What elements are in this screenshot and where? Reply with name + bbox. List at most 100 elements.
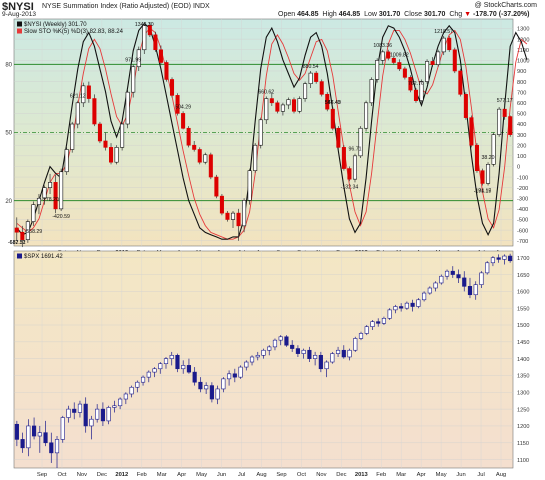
candle-body: [59, 171, 64, 210]
candle-body: [404, 302, 409, 309]
candle-body: [31, 204, 36, 222]
annotation-label: -687.32: [8, 240, 26, 246]
candle-body: [391, 57, 396, 63]
candle-body: [49, 442, 54, 454]
annotation-label: -558.29: [25, 229, 43, 235]
y-tick-label: 1300: [517, 27, 529, 33]
candle-body: [496, 257, 501, 260]
candle-body: [186, 365, 192, 373]
candle-body: [60, 417, 65, 440]
candle-body: [291, 99, 297, 112]
annotation-label: 38.20: [482, 155, 495, 161]
candle-body: [175, 354, 180, 370]
low-label: Low: [364, 11, 377, 18]
candle-body: [267, 346, 272, 351]
candle-body: [335, 349, 341, 354]
candle-body: [53, 182, 58, 210]
x-tick-label: Jul: [477, 472, 484, 478]
candle-body: [347, 349, 352, 358]
candle-body: [463, 94, 468, 118]
stockcharts-credit[interactable]: @ StockCharts.com: [474, 2, 537, 9]
candle-body: [456, 274, 461, 279]
candle-body: [473, 284, 478, 296]
candle-body: [272, 339, 278, 348]
y-tick-label: -700: [517, 239, 528, 245]
low-value: 301.70: [378, 11, 401, 18]
candle-body: [135, 381, 140, 388]
candle-body: [408, 77, 413, 91]
y-tick-label: 200: [517, 143, 526, 149]
candle-body: [452, 49, 457, 72]
candle-body: [64, 149, 69, 173]
annotation-label: 1009.82: [390, 52, 409, 58]
candle-body: [158, 49, 163, 63]
symbol-description: NYSE Summation Index (Ratio Adjusted) (E…: [42, 3, 210, 10]
candle-body: [381, 317, 387, 324]
candle-body: [14, 227, 19, 233]
x-tick-label: Nov: [316, 472, 326, 478]
y-tick-label: 1500: [517, 323, 529, 329]
candle-body: [242, 200, 247, 227]
y-tick-label: 600: [517, 101, 526, 107]
candle-body: [308, 72, 313, 85]
candle-body: [370, 321, 375, 327]
annotation-label: -191.15: [474, 189, 492, 195]
y-tick-label: 700: [517, 90, 526, 96]
candle-body: [131, 66, 136, 93]
candle-body: [109, 147, 114, 163]
candle-body: [244, 361, 249, 368]
candle-body: [36, 197, 41, 205]
annotation-label: -278.20: [41, 197, 59, 203]
candle-body: [387, 309, 392, 319]
candle-body: [255, 354, 260, 358]
close-value: 301.70: [424, 11, 446, 18]
candle-body: [106, 407, 111, 422]
annotation-label: 1343.30: [135, 22, 154, 28]
candle-body: [502, 108, 507, 117]
candle-body: [72, 408, 77, 413]
chg-down-icon: ▼: [464, 11, 472, 18]
candle-body: [125, 91, 130, 125]
annotation-label: -420.59: [52, 214, 70, 220]
candle-body: [269, 98, 274, 104]
annotation-label: 577.17: [497, 98, 513, 104]
candle-body: [175, 95, 180, 114]
candle-body: [479, 272, 484, 285]
candle-body: [286, 99, 291, 106]
candle-body: [203, 154, 208, 163]
candle-body: [419, 81, 424, 101]
candle-body: [103, 140, 108, 148]
stoch-level-label: 20: [5, 199, 12, 205]
candle-body: [214, 176, 219, 197]
candle-body: [261, 349, 266, 356]
candle-body: [386, 51, 391, 59]
legend-swatch: [17, 253, 22, 259]
legend-swatch: [17, 21, 22, 27]
candle-body: [142, 25, 147, 51]
stoch-level-label: 50: [5, 131, 12, 137]
open-label: Open: [278, 11, 296, 18]
x-tick-label: Apr: [177, 472, 186, 478]
candle-body: [209, 385, 214, 400]
candle-body: [100, 408, 105, 422]
candle-body: [54, 439, 60, 454]
candle-body: [37, 432, 42, 437]
candle-body: [347, 168, 352, 180]
candle-body: [153, 34, 158, 51]
candle-body: [313, 354, 318, 359]
y-tick-label: 1400: [517, 357, 529, 363]
y-tick-label: 1200: [517, 37, 529, 43]
candle-body: [83, 403, 88, 427]
annotation-label: 1218.57: [434, 29, 453, 35]
annotation-label: 96.71: [348, 147, 361, 153]
candle-body: [70, 123, 75, 150]
candle-body: [20, 439, 25, 449]
candle-body: [238, 366, 243, 378]
chart-header: $NYSI NYSE Summation Index (Ratio Adjust…: [0, 0, 545, 18]
candle-body: [441, 37, 446, 53]
candle-body: [25, 221, 30, 240]
candle-body: [197, 149, 202, 163]
x-tick-label: 2012: [115, 472, 128, 478]
candle-body: [314, 72, 319, 82]
candle-body: [490, 257, 496, 264]
